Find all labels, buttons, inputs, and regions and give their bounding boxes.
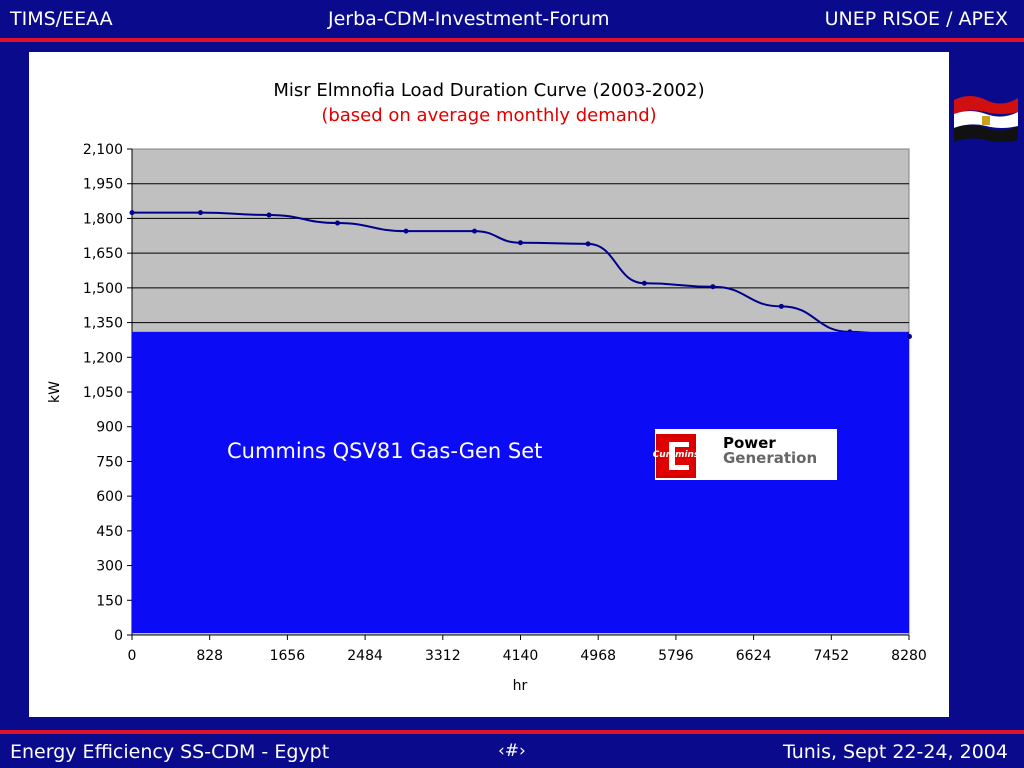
- x-tick-label: 1656: [270, 648, 306, 664]
- gas-gen-overlay: Cummins QSV81 Gas-Gen Set Cummins Power …: [132, 331, 909, 633]
- footer-left-text: Energy Efficiency SS-CDM - Egypt: [10, 741, 330, 763]
- y-tick-label: 1,350: [83, 316, 123, 332]
- header-right-text: UNEP RISOE / APEX: [824, 8, 1008, 30]
- y-tick-label: 150: [96, 593, 123, 609]
- data-point: [335, 220, 341, 226]
- x-tick-label: 828: [196, 648, 223, 664]
- y-tick-label: 750: [96, 454, 123, 470]
- y-tick-label: 1,050: [83, 385, 123, 401]
- y-tick-label: 1,500: [83, 281, 123, 297]
- x-axis-label: hr: [513, 678, 528, 694]
- x-tick-label: 4140: [503, 648, 539, 664]
- y-tick-label: 1,950: [83, 177, 123, 193]
- gas-gen-label: Cummins QSV81 Gas-Gen Set: [227, 439, 542, 463]
- load-duration-chart: Misr Elmnofia Load Duration Curve (2003-…: [47, 80, 927, 694]
- data-point: [641, 280, 647, 286]
- data-point: [472, 228, 478, 234]
- data-point: [518, 240, 523, 246]
- x-tick-label: 3312: [425, 648, 461, 664]
- gas-gen-capacity-band: [132, 331, 909, 633]
- data-point: [129, 210, 135, 216]
- data-point: [585, 241, 591, 247]
- chart-title: Misr Elmnofia Load Duration Curve (2003-…: [273, 80, 704, 101]
- x-tick-label: 7452: [813, 648, 849, 664]
- header-left-text: TIMS/EEAA: [10, 8, 113, 30]
- y-tick-label: 0: [114, 628, 123, 644]
- footer-bar: Energy Efficiency SS-CDM - Egypt ‹#› Tun…: [0, 736, 1024, 768]
- x-tick-label: 6624: [736, 648, 772, 664]
- y-axis-label: kW: [47, 381, 63, 403]
- cummins-c-icon: Cummins: [653, 434, 700, 478]
- x-tick-label: 0: [128, 648, 137, 664]
- chart-point-last: [907, 333, 912, 339]
- y-tick-label: 1,200: [83, 350, 123, 366]
- logo-line2: Generation: [723, 449, 817, 467]
- x-tick-label: 5796: [658, 648, 694, 664]
- y-tick-label: 1,800: [83, 211, 123, 227]
- y-tick-label: 300: [96, 559, 123, 575]
- x-tick-label: 4968: [580, 648, 616, 664]
- data-point: [266, 212, 272, 218]
- footer-right-text: Tunis, Sept 22-24, 2004: [782, 741, 1008, 763]
- y-tick-label: 1,650: [83, 246, 123, 262]
- cummins-logo: Cummins Power Generation: [653, 429, 837, 480]
- y-tick-label: 900: [96, 420, 123, 436]
- y-tick-label: 450: [96, 524, 123, 540]
- chart-subtitle: (based on average monthly demand): [321, 105, 656, 126]
- header-center-text: Jerba-CDM-Investment-Forum: [328, 8, 610, 30]
- data-point: [198, 210, 204, 216]
- data-point: [710, 284, 716, 290]
- x-tick-label: 2484: [347, 648, 383, 664]
- y-tick-label: 600: [96, 489, 123, 505]
- logo-brand-text: Cummins: [653, 450, 700, 460]
- logo-line1: Power: [723, 434, 776, 452]
- slide-number: ‹#›: [498, 741, 526, 761]
- header-bar: TIMS/EEAA Jerba-CDM-Investment-Forum UNE…: [0, 0, 1024, 38]
- footer-divider: [0, 730, 1024, 734]
- egypt-flag-icon: [952, 92, 1020, 144]
- y-tick-label: 2,100: [83, 142, 123, 158]
- x-tick-label: 8280: [891, 648, 927, 664]
- chart-panel: Misr Elmnofia Load Duration Curve (2003-…: [29, 52, 949, 717]
- data-point: [778, 303, 784, 309]
- data-point: [403, 228, 409, 234]
- header-divider: [0, 38, 1024, 42]
